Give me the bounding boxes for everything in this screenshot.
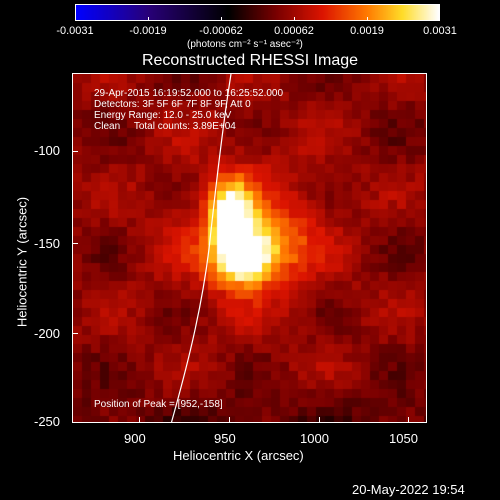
colorbar-tick [75, 17, 76, 21]
y-tick-label: -250 [34, 414, 61, 429]
colorbar-tick-label: 0.00062 [274, 25, 314, 37]
colorbar-tick-label: 0.0019 [350, 25, 384, 37]
rhessi-image [73, 74, 426, 422]
colorbar-tick [221, 17, 222, 21]
x-tick-mark [408, 417, 409, 423]
solar-limb [170, 74, 232, 422]
x-tick-label: 1000 [300, 431, 329, 446]
colorbar-tick-label: 0.0031 [423, 25, 457, 37]
y-tick-mark [72, 151, 78, 152]
colorbar-tick-label: -0.0031 [56, 25, 94, 37]
colorbar-tick-label: -0.00062 [199, 25, 243, 37]
colorbar-tick [439, 17, 440, 21]
x-tick-mark [319, 417, 320, 423]
y-tick-mark [72, 243, 78, 244]
y-tick-label: -200 [34, 326, 61, 341]
colorbar-tick [294, 17, 295, 21]
solar-limb-line [170, 74, 232, 422]
colorbar-units: (photons cm⁻² s⁻¹ asec⁻²) [187, 39, 303, 50]
colorbar-tick [148, 17, 149, 21]
rhessi-image-panel [72, 73, 427, 423]
info-clean: Clean Total counts: 3.89E+04 [94, 121, 236, 132]
image-title: Reconstructed RHESSI Image [141, 52, 359, 69]
colorbar [75, 4, 440, 21]
y-tick-label: -150 [34, 236, 61, 251]
x-tick-mark [229, 417, 230, 423]
y-tick-label: -100 [34, 143, 61, 158]
info-detectors: Detectors: 3F 5F 6F 7F 8F 9F, Att 0 [94, 99, 251, 110]
x-tick-label: 1050 [389, 431, 418, 446]
x-tick-label: 900 [124, 431, 146, 446]
peak-position: Position of Peak = [952,-158] [94, 399, 223, 410]
info-time: 29-Apr-2015 16:19:52.000 to 16:25:52.000 [94, 88, 284, 99]
timestamp-footer: 20-May-2022 19:54 [352, 482, 465, 497]
y-axis-title: Heliocentric Y (arcsec) [14, 196, 30, 328]
colorbar-tick-label: -0.0019 [129, 25, 167, 37]
x-axis-title: Heliocentric X (arcsec) [173, 448, 304, 463]
x-tick-label: 950 [214, 431, 236, 446]
info-energy: Energy Range: 12.0 - 25.0 keV [94, 110, 232, 121]
x-tick-mark [139, 417, 140, 423]
y-tick-mark [72, 333, 78, 334]
colorbar-tick [367, 17, 368, 21]
